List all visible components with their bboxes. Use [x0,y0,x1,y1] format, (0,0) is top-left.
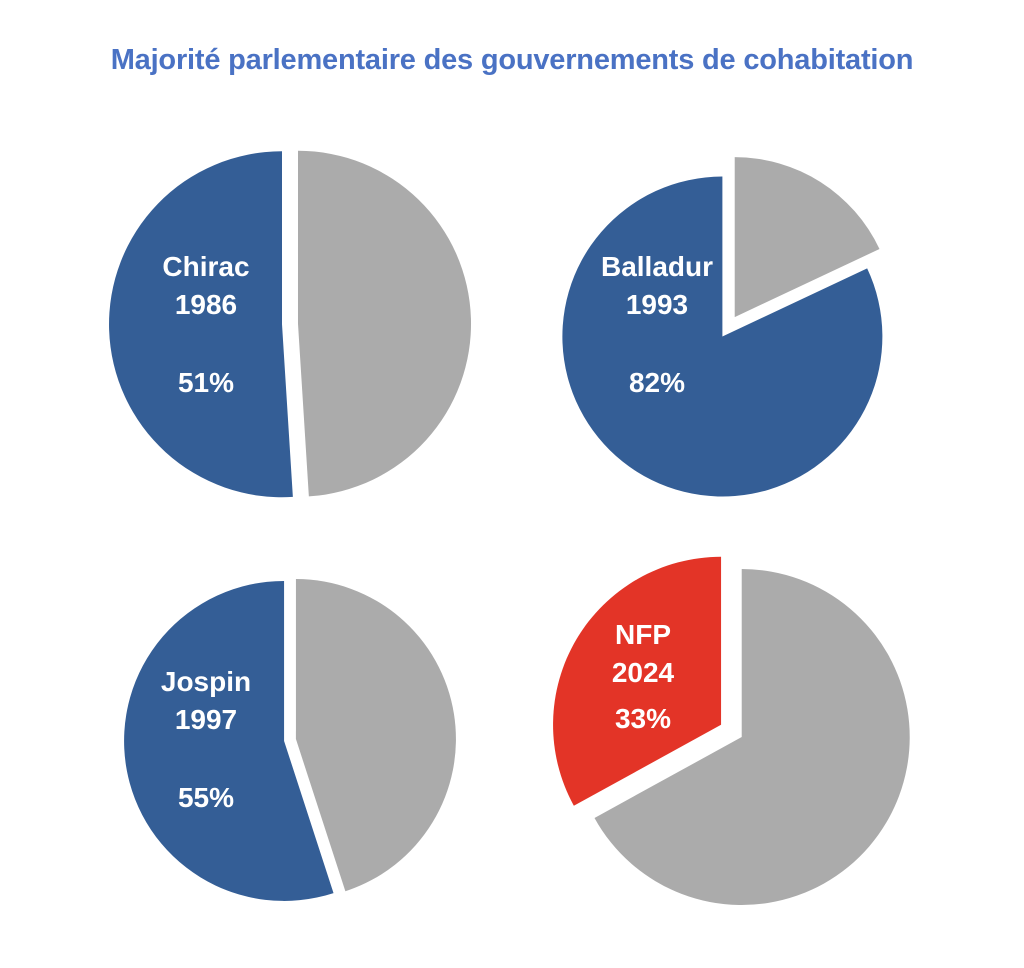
pie-year-label: 1997 [175,704,237,735]
pie-percent-label: 82% [629,367,685,398]
slice-rest [297,150,472,497]
slice-majority [553,556,722,806]
pie-percent-label: 33% [615,703,671,734]
pie-year-label: 1993 [626,289,688,320]
slice-rest [734,157,880,318]
pie-jospin: Jospin 1997 55% [124,579,456,901]
slice-majority [109,151,293,498]
pie-nfp: NFP 2024 33% [553,556,910,906]
pie-name-label: Jospin [161,666,251,697]
chart-title: Majorité parlementaire des gouvernements… [110,44,914,76]
slice-majority [124,580,334,901]
slice-rest [594,569,910,906]
pie-name-label: Chirac [162,251,249,282]
pie-balladur: Balladur 1993 82% [562,157,883,497]
pie-name-label: NFP [615,619,671,650]
pie-percent-label: 55% [178,782,234,813]
slice-majority [562,176,883,497]
pie-chirac: Chirac 1986 51% [109,150,472,498]
pie-year-label: 2024 [612,657,675,688]
pie-name-label: Balladur [601,251,713,282]
slice-rest [295,579,456,892]
pie-year-label: 1986 [175,289,237,320]
pie-percent-label: 51% [178,367,234,398]
